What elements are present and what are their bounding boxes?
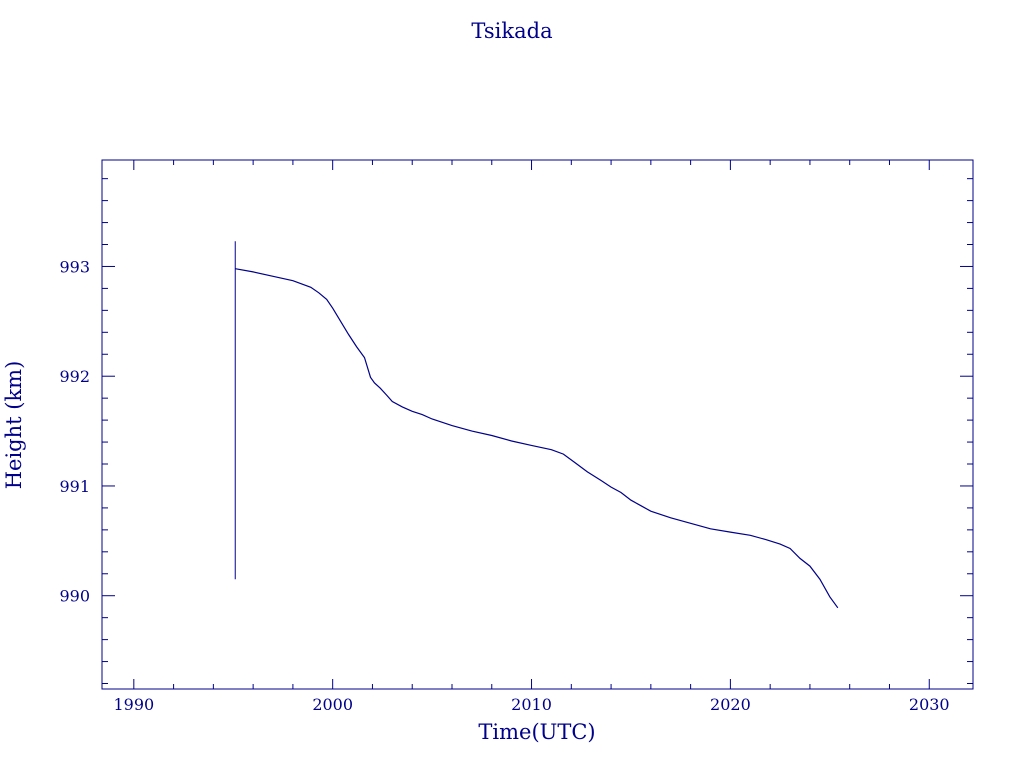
y-tick-label: 990: [59, 587, 90, 606]
x-tick-label: 2020: [710, 695, 751, 714]
y-axis-label: Height (km): [2, 361, 26, 490]
x-tick-label: 2030: [909, 695, 950, 714]
x-tick-label: 2010: [511, 695, 552, 714]
y-tick-label: 992: [59, 367, 90, 386]
plot-area: [101, 159, 974, 690]
y-tick-label: 991: [59, 477, 90, 496]
x-axis-label: Time(UTC): [478, 720, 595, 744]
y-tick-label: 993: [59, 257, 90, 276]
x-tick-label: 2000: [312, 695, 353, 714]
x-tick-labels: 1990 2000 2010 2020 2030: [113, 695, 949, 714]
axis-ticks: [102, 160, 973, 689]
series-line: [235, 268, 839, 609]
chart-title: Tsikada: [471, 19, 552, 43]
x-tick-label: 1990: [113, 695, 154, 714]
y-tick-labels: 990 991 992 993: [59, 257, 90, 605]
